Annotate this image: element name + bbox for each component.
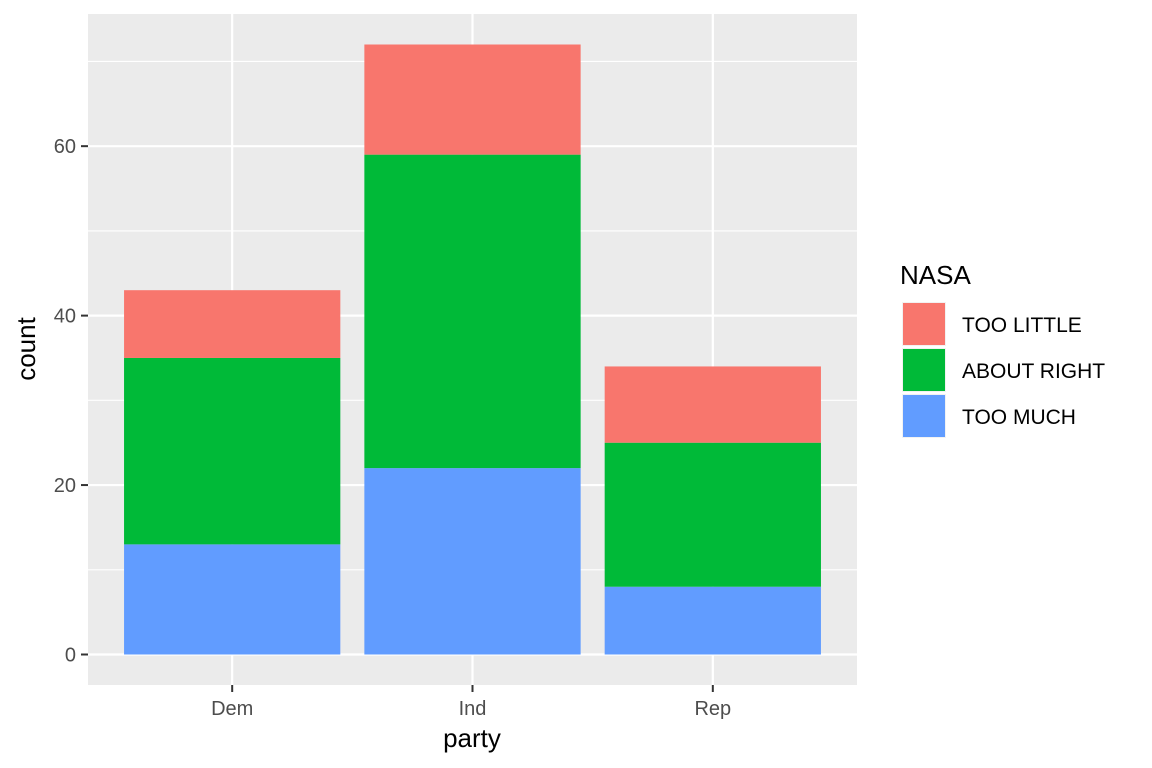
bar-segment [364,468,581,655]
x-axis: Dem Ind Rep [211,685,731,720]
legend-label: ABOUT RIGHT [962,360,1105,383]
bar-segment [124,290,341,358]
x-tick-label: Ind [459,698,487,720]
y-tick-label: 20 [54,475,76,497]
legend-key [903,303,945,345]
y-tick-label: 40 [54,306,76,328]
legend: NASA TOO LITTLE ABOUT RIGHT TOO MUCH [900,260,1105,438]
legend-label: TOO MUCH [962,406,1076,429]
bar-segment [124,357,341,545]
bar-segment [604,442,821,587]
bar-segment [604,366,821,443]
y-tick-label: 60 [54,136,76,158]
bars [124,44,821,655]
legend-key [903,349,945,391]
bar-segment [604,586,821,655]
legend-label: TOO LITTLE [962,314,1082,337]
bar-segment [364,154,581,469]
legend-key [903,395,945,437]
bar-segment [364,44,581,155]
bar-segment [124,544,341,655]
y-tick-label: 0 [65,645,76,667]
y-axis-title: count [11,316,41,380]
y-axis: 0 20 40 60 [54,136,88,667]
x-tick-label: Rep [694,698,731,720]
x-tick-label: Dem [211,698,253,720]
legend-title: NASA [900,260,971,290]
x-axis-title: party [443,723,501,753]
